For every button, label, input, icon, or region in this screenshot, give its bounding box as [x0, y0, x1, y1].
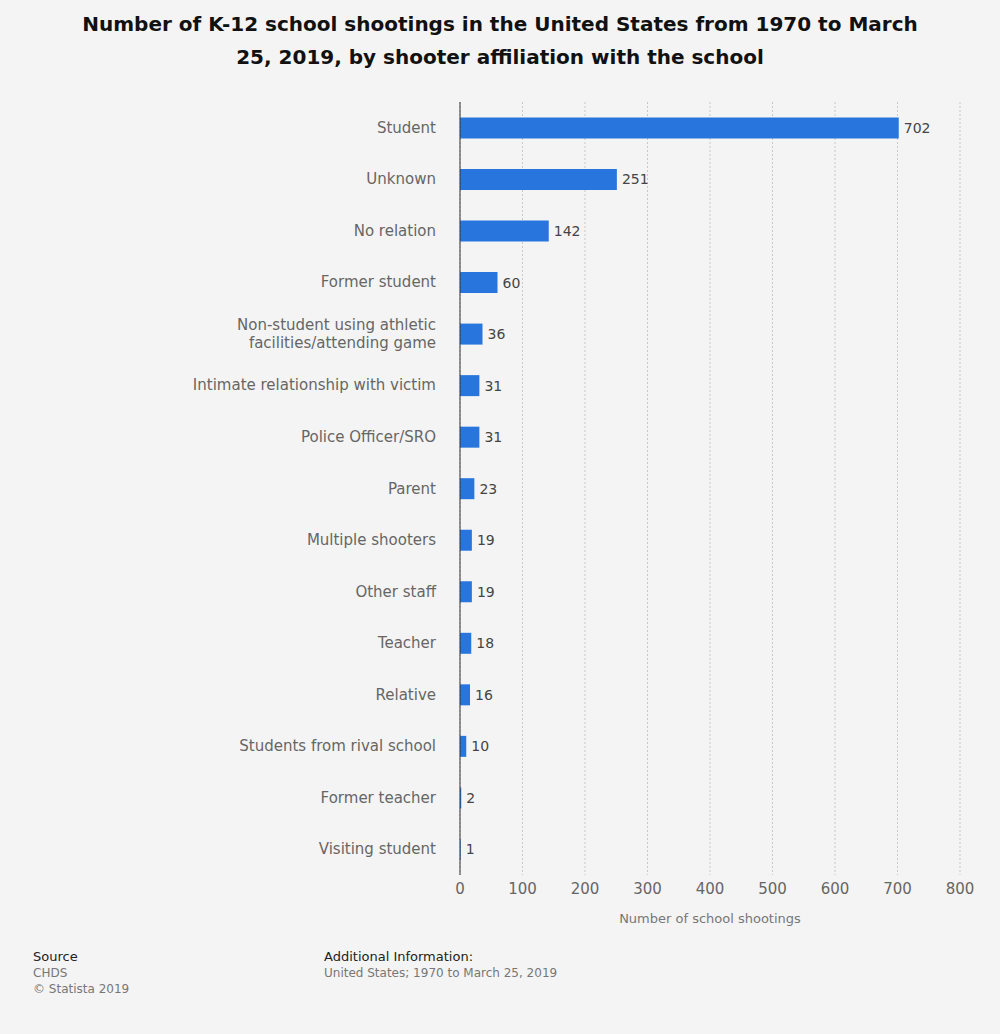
html-text:CHDS: CHDS: [33, 966, 68, 980]
svg-text:Unknown: Unknown: [366, 170, 436, 188]
svg-text:No relation: No relation: [354, 222, 436, 240]
svg-text:600: 600: [821, 880, 850, 898]
svg-text:18: 18: [476, 635, 494, 651]
svg-text:Multiple shooters: Multiple shooters: [307, 531, 436, 549]
svg-text:Number of school shootings: Number of school shootings: [619, 911, 801, 926]
svg-text:23: 23: [479, 481, 497, 497]
svg-text:Former teacher: Former teacher: [321, 789, 437, 807]
svg-text:1: 1: [466, 841, 475, 857]
svg-text:19: 19: [477, 532, 495, 548]
svg-text:0: 0: [455, 880, 465, 898]
svg-text:Teacher: Teacher: [377, 634, 437, 652]
html-text:Source: Source: [33, 949, 78, 964]
svg-text:Former student: Former student: [321, 273, 436, 291]
svg-text:Other staff: Other staff: [355, 583, 436, 601]
svg-text:Parent: Parent: [388, 480, 436, 498]
html-text:United States; 1970 to March 2: United States; 1970 to March 25, 2019: [324, 966, 558, 980]
svg-text:400: 400: [696, 880, 725, 898]
svg-text:702: 702: [904, 120, 931, 136]
svg-text:142: 142: [554, 223, 581, 239]
svg-text:251: 251: [622, 171, 649, 187]
svg-text:36: 36: [488, 326, 506, 342]
svg-text:19: 19: [477, 584, 495, 600]
svg-text:31: 31: [484, 429, 502, 445]
svg-text:2: 2: [466, 790, 475, 806]
svg-text:200: 200: [571, 880, 600, 898]
svg-text:300: 300: [633, 880, 662, 898]
svg-text:100: 100: [508, 880, 537, 898]
svg-text:Visiting student: Visiting student: [319, 840, 436, 858]
html-text:© Statista 2019: © Statista 2019: [33, 982, 130, 996]
svg-text:700: 700: [883, 880, 912, 898]
svg-text:Relative: Relative: [376, 686, 437, 704]
html-text:Additional Information:: Additional Information:: [324, 949, 473, 964]
svg-text:Student: Student: [377, 119, 436, 137]
svg-text:500: 500: [758, 880, 787, 898]
svg-text:800: 800: [946, 880, 975, 898]
svg-text:Intimate relationship with vic: Intimate relationship with victim: [193, 376, 436, 394]
svg-text:10: 10: [471, 738, 489, 754]
html-text:Number of K-12 school shooting: Number of K-12 school shootings in the U…: [82, 12, 918, 69]
svg-text:31: 31: [484, 378, 502, 394]
svg-text:16: 16: [475, 687, 493, 703]
svg-text:Students from rival school: Students from rival school: [239, 737, 436, 755]
svg-text:60: 60: [503, 275, 521, 291]
svg-text:Police Officer/SRO: Police Officer/SRO: [301, 428, 436, 446]
svg-text:Non-student using athleticfaci: Non-student using athleticfacilities/att…: [237, 316, 436, 352]
